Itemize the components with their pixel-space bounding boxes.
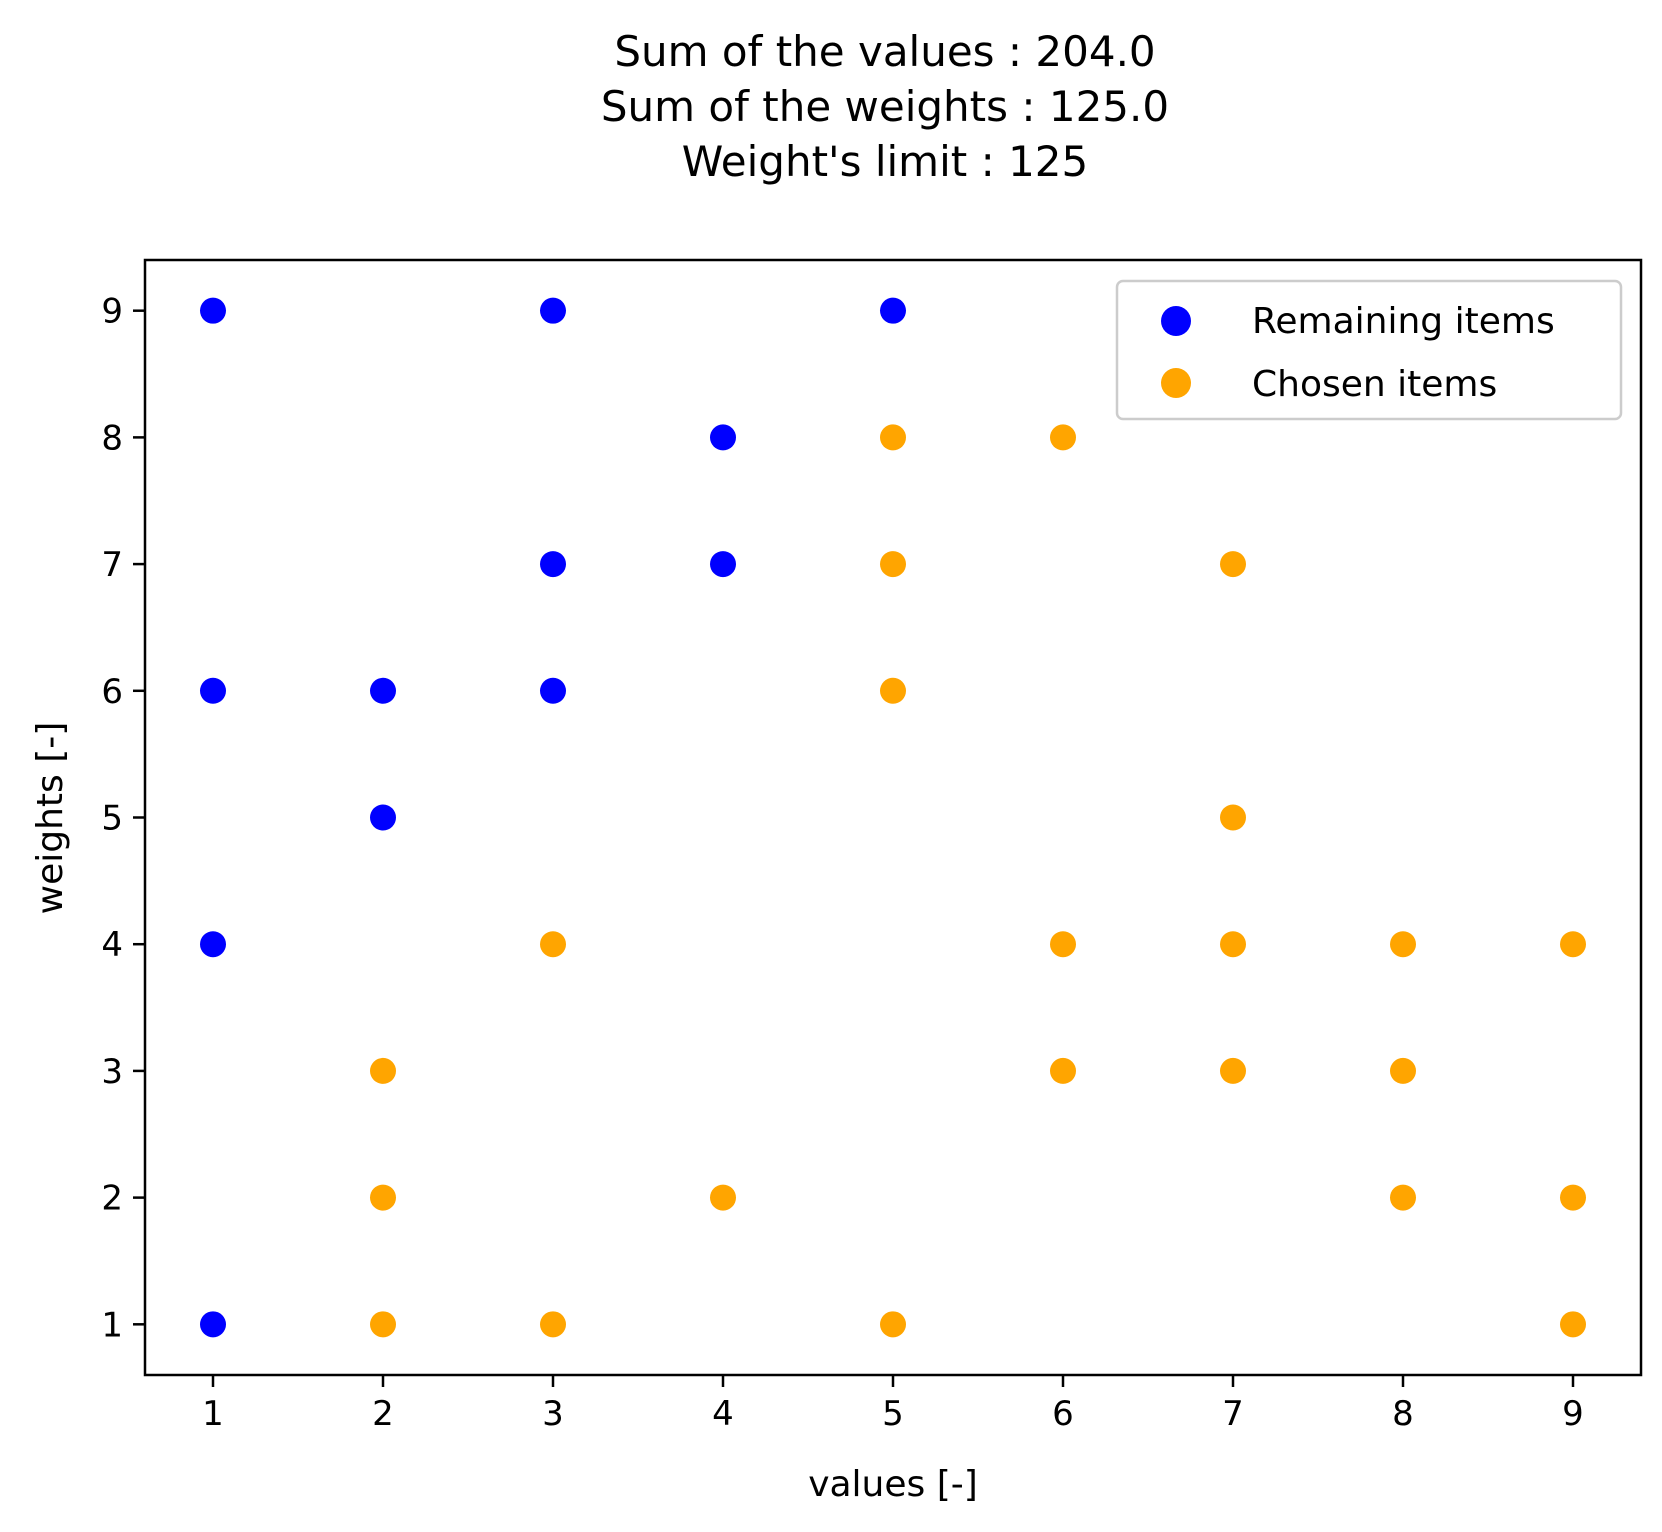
- y-axis: 1 2 3 4 5 6 7 8 9: [101, 292, 145, 1345]
- data-point: [710, 1184, 736, 1211]
- title-line-2: Sum of the weights : 125.0: [601, 82, 1169, 131]
- y-tick-label: 6: [101, 672, 123, 712]
- data-point: [200, 1311, 226, 1338]
- y-tick-label: 2: [101, 1179, 123, 1219]
- legend: Remaining items Chosen items: [1115, 279, 1623, 421]
- data-point: [370, 1311, 396, 1338]
- data-point: [710, 424, 736, 451]
- y-tick-label: 9: [101, 292, 123, 332]
- data-point: [1050, 424, 1076, 451]
- x-tick-label: 1: [202, 1394, 224, 1434]
- series-remaining-items: [200, 297, 906, 1338]
- data-point: [200, 677, 226, 704]
- data-point: [370, 1184, 396, 1211]
- y-tick-label: 8: [101, 418, 123, 458]
- data-point: [880, 1311, 906, 1338]
- chart-title: Sum of the values : 204.0 Sum of the wei…: [601, 27, 1169, 186]
- data-point: [1220, 931, 1246, 958]
- y-tick-label: 7: [101, 545, 123, 585]
- data-point: [710, 551, 736, 578]
- data-point: [370, 1057, 396, 1084]
- legend-label-chosen: Chosen items: [1252, 364, 1497, 405]
- x-axis: 1 2 3 4 5 6 7 8 9: [202, 1375, 1584, 1434]
- legend-box: [1115, 279, 1623, 421]
- data-point: [1560, 931, 1586, 958]
- data-point: [200, 931, 226, 958]
- data-point: [370, 677, 396, 704]
- x-tick-label: 2: [372, 1394, 394, 1434]
- data-point: [1220, 804, 1246, 831]
- data-point: [1560, 1184, 1586, 1211]
- data-points: [200, 297, 1586, 1338]
- series-chosen-items: [370, 424, 1586, 1338]
- x-tick-label: 3: [542, 1394, 564, 1434]
- y-axis-label: weights [-]: [30, 722, 71, 915]
- data-point: [1390, 1184, 1416, 1211]
- data-point: [880, 677, 906, 704]
- data-point: [1050, 1057, 1076, 1084]
- data-point: [880, 424, 906, 451]
- data-point: [540, 551, 566, 578]
- data-point: [200, 297, 226, 324]
- x-tick-label: 5: [882, 1394, 904, 1434]
- legend-marker-remaining: [1161, 306, 1191, 336]
- data-point: [1220, 551, 1246, 578]
- x-tick-label: 7: [1222, 1394, 1244, 1434]
- x-axis-label: values [-]: [808, 1464, 978, 1505]
- legend-label-remaining: Remaining items: [1252, 301, 1555, 342]
- title-line-3: Weight's limit : 125: [682, 137, 1089, 186]
- data-point: [370, 804, 396, 831]
- data-point: [540, 297, 566, 324]
- data-point: [880, 551, 906, 578]
- x-tick-label: 9: [1562, 1394, 1584, 1434]
- data-point: [540, 677, 566, 704]
- y-tick-label: 4: [101, 925, 123, 965]
- x-tick-label: 8: [1392, 1394, 1414, 1434]
- data-point: [1560, 1311, 1586, 1338]
- data-point: [880, 297, 906, 324]
- x-tick-label: 4: [712, 1394, 734, 1434]
- data-point: [540, 931, 566, 958]
- data-point: [540, 1311, 566, 1338]
- title-line-1: Sum of the values : 204.0: [614, 27, 1155, 76]
- data-point: [1220, 1057, 1246, 1084]
- x-tick-label: 6: [1052, 1394, 1074, 1434]
- data-point: [1050, 931, 1076, 958]
- data-point: [1390, 1057, 1416, 1084]
- legend-marker-chosen: [1161, 368, 1191, 398]
- y-tick-label: 3: [101, 1052, 123, 1092]
- y-tick-label: 1: [101, 1305, 123, 1345]
- data-point: [1390, 931, 1416, 958]
- y-tick-label: 5: [101, 799, 123, 839]
